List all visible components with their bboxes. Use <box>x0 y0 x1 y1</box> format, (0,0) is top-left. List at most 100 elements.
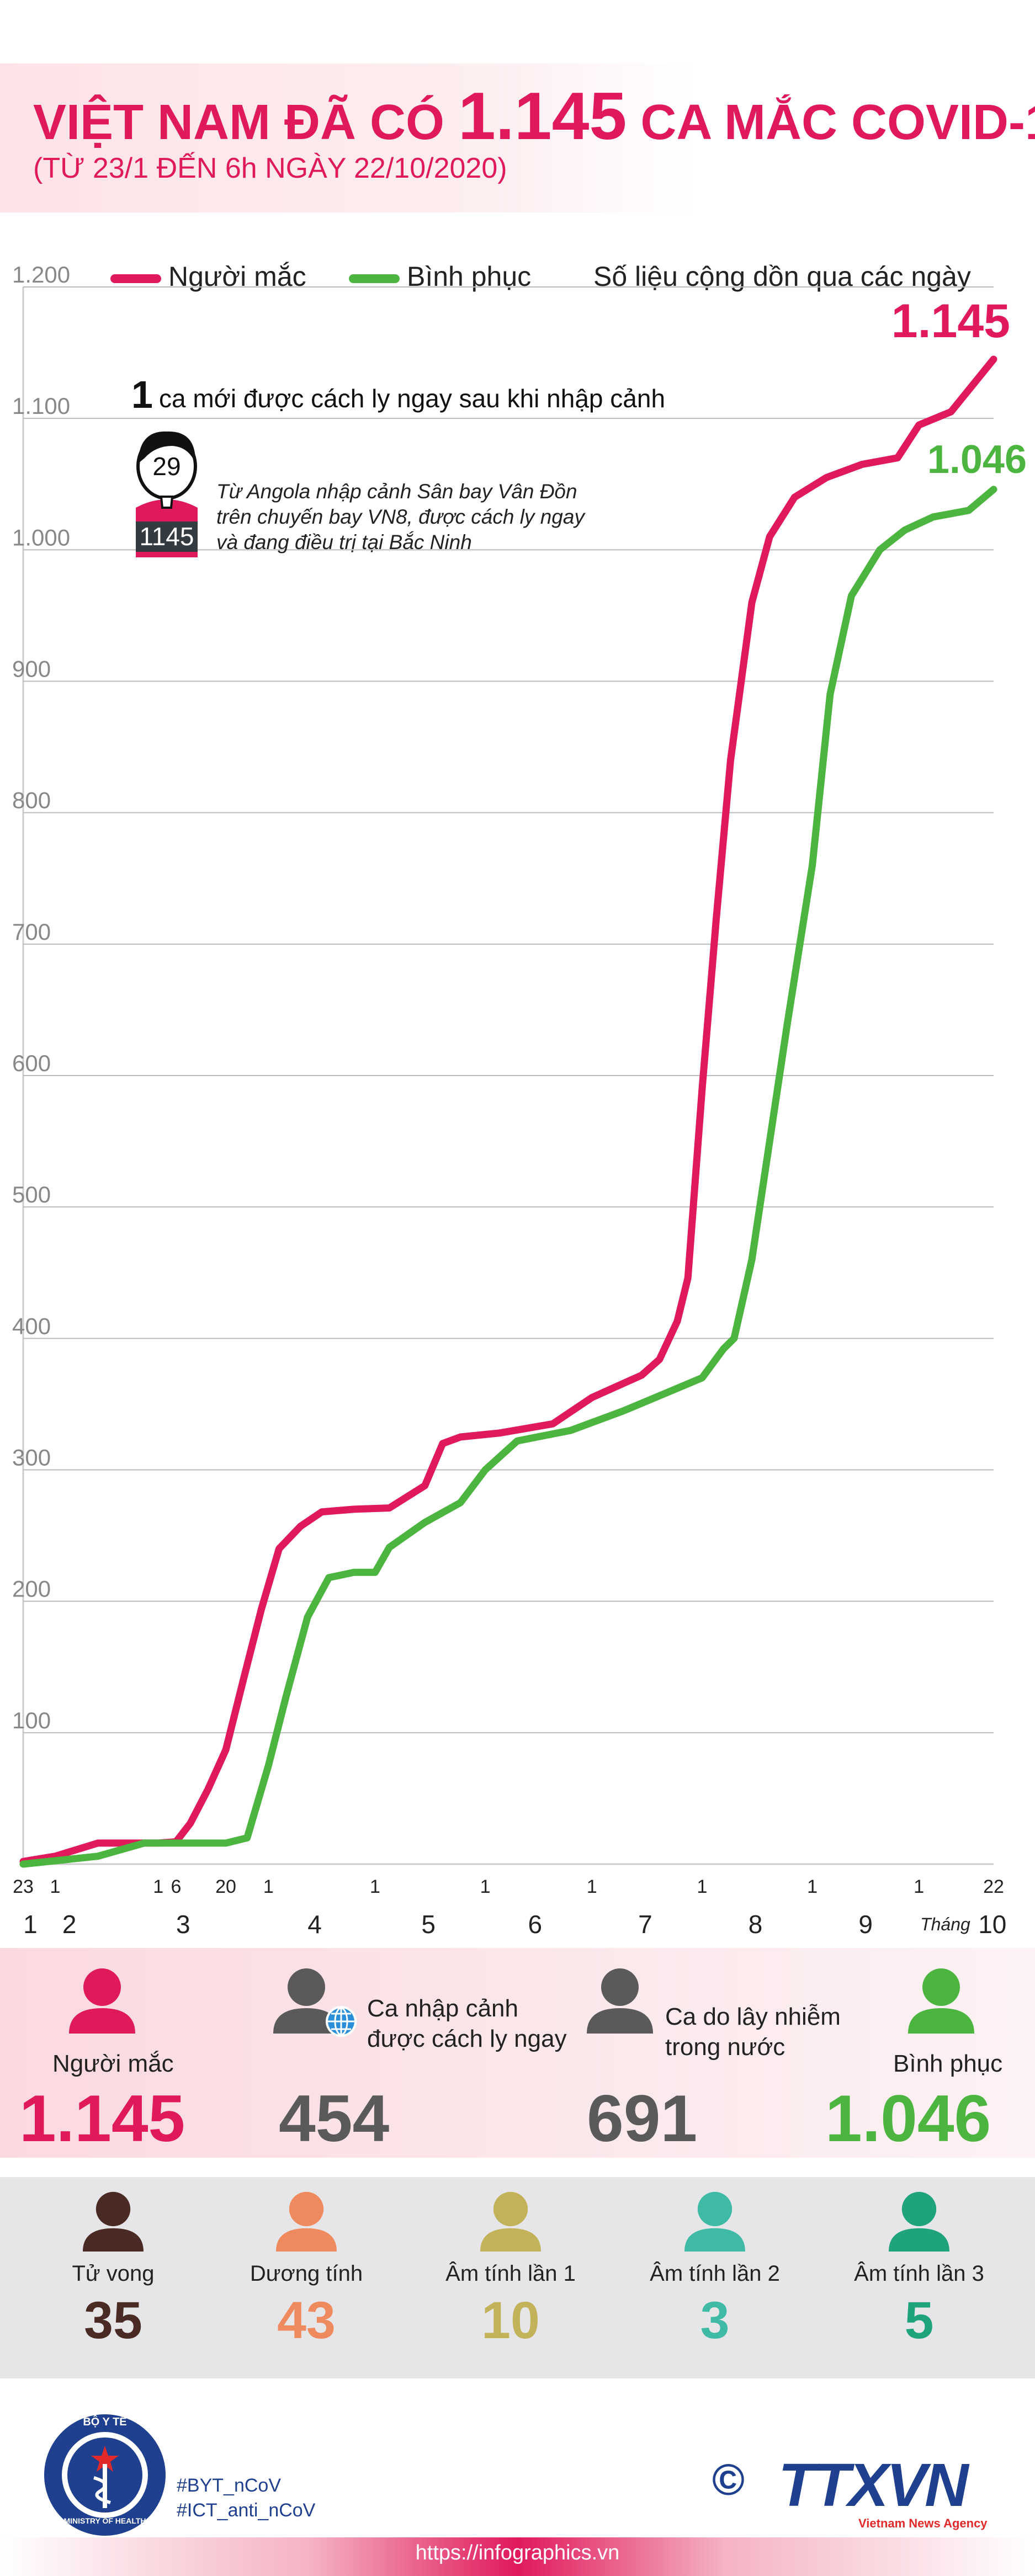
y-tick-label: 700 <box>12 919 51 945</box>
annotation-detail: Từ Angola nhập cảnh Sân bay Vân Đồn trên… <box>216 479 585 555</box>
infected-series-end-label: 1.145 <box>891 295 1010 348</box>
imported-person-icon <box>273 1968 357 2037</box>
y-tick-label: 900 <box>12 656 51 682</box>
x-day-label: 1 <box>807 1876 818 1897</box>
x-day-label: 6 <box>171 1876 181 1897</box>
source-url[interactable]: https://infographics.vn <box>415 2541 620 2564</box>
y-tick-label: 600 <box>12 1050 51 1076</box>
neg3-value: 5 <box>904 2291 934 2350</box>
x-day-label: 1 <box>370 1876 380 1897</box>
neg2-value: 3 <box>700 2291 730 2350</box>
y-tick-label: 800 <box>12 787 51 813</box>
x-day-label: 22 <box>983 1876 1004 1897</box>
hashtag-byt: #BYT_nCoV <box>177 2475 281 2496</box>
page-subtitle: (TỪ 23/1 ĐẾN 6h NGÀY 22/10/2020) <box>33 152 507 184</box>
copyright-mark: © <box>712 2455 745 2504</box>
y-tick-label: 100 <box>12 1707 51 1733</box>
x-day-label: 1 <box>153 1876 163 1897</box>
x-month-label: 4 <box>307 1910 322 1939</box>
annotation-count: 1 <box>131 373 153 416</box>
neg2-person-icon <box>684 2191 745 2252</box>
x-month-label: 8 <box>749 1910 763 1939</box>
x-month-label: 1 <box>23 1910 38 1939</box>
cumulative-line-chart: 100 200 300 400 500 600 700 800 900 1.000 1.100 1.2… <box>12 262 1027 1939</box>
neg1-label: Âm tính lần 1 <box>445 2261 576 2286</box>
deceased-label: Tử vong <box>72 2261 155 2286</box>
imported-label-line-1: Ca nhập cảnh <box>367 1995 518 2022</box>
x-month-label: 7 <box>638 1910 652 1939</box>
patient-age: 29 <box>152 452 181 481</box>
neg3-label: Âm tính lần 3 <box>854 2261 984 2286</box>
y-tick-label: 1.100 <box>12 393 70 419</box>
infected-person-icon <box>69 1968 135 2034</box>
positive-label: Dương tính <box>250 2261 363 2286</box>
recovered-series-end-label: 1.046 <box>927 438 1027 482</box>
domestic-label-line-2: trong nước <box>665 2034 785 2061</box>
deceased-value: 35 <box>84 2291 142 2350</box>
infected-series-line <box>19 355 997 1865</box>
domestic-label-line-1: Ca do lây nhiễm <box>665 2003 841 2030</box>
recovered-person-icon <box>908 1968 974 2034</box>
ministry-logo <box>44 2414 166 2536</box>
y-tick-label: 200 <box>12 1576 51 1602</box>
title-number: 1.145 <box>458 78 627 153</box>
infected-label: Người mắc <box>52 2050 174 2077</box>
x-month-label: 2 <box>62 1910 77 1939</box>
x-day-label: 1 <box>263 1876 274 1897</box>
deceased-status: Tử vong 35 <box>39 2191 188 2367</box>
header-banner <box>0 63 696 212</box>
neg1-value: 10 <box>481 2291 540 2350</box>
y-tick-label: 1.200 <box>12 262 70 288</box>
x-month-label: 3 <box>176 1910 190 1939</box>
recovered-label: Bình phục <box>893 2050 1003 2077</box>
ministry-name: BỘ Y TẾ <box>83 2416 127 2428</box>
page-title: VIỆT NAM ĐÃ CÓ 1.145 CA MẮC COVID-19 <box>33 77 1035 155</box>
agency-subtitle: Vietnam News Agency <box>858 2516 988 2530</box>
domestic-person-icon <box>587 1968 653 2034</box>
positive-person-icon <box>276 2191 337 2252</box>
x-month-prefix: Tháng <box>920 1914 970 1934</box>
imported-label-line-2: được cách ly ngay <box>367 2025 567 2052</box>
patient-id: 1145 <box>139 522 194 551</box>
imported-value: 454 <box>279 2082 390 2155</box>
x-month-label: 5 <box>421 1910 436 1939</box>
y-tick-label: 1.000 <box>12 524 70 550</box>
domestic-value: 691 <box>587 2082 698 2155</box>
neg2-status: Âm tính lần 2 3 <box>640 2191 789 2367</box>
annotation-headline: ca mới được cách ly ngay sau khi nhập cả… <box>159 384 666 413</box>
title-prefix: VIỆT NAM ĐÃ CÓ <box>33 95 445 150</box>
positive-value: 43 <box>277 2291 336 2350</box>
agency-logo: TTXVN <box>778 2451 969 2519</box>
x-day-label: 23 <box>13 1876 34 1897</box>
x-day-label: 1 <box>587 1876 597 1897</box>
neg3-status: Âm tính lần 3 5 <box>845 2191 994 2367</box>
x-day-label: 1 <box>480 1876 491 1897</box>
annotation-detail-line-2: trên chuyến bay VN8, được cách ly ngay <box>216 505 585 528</box>
y-tick-label: 400 <box>12 1313 51 1339</box>
neg2-label: Âm tính lần 2 <box>650 2261 780 2286</box>
patient-icon <box>136 431 198 557</box>
recovered-series-line <box>19 486 997 1868</box>
annotation-detail-line-1: Từ Angola nhập cảnh Sân bay Vân Đồn <box>216 480 577 503</box>
infected-value: 1.145 <box>19 2082 185 2155</box>
neg1-person-icon <box>480 2191 541 2252</box>
url-bar <box>0 2537 1035 2576</box>
annotation-detail-line-3: và đang điều trị tại Bắc Ninh <box>216 531 472 553</box>
title-suffix: CA MẮC COVID-19 <box>640 95 1035 150</box>
legend-infected-swatch <box>110 274 161 283</box>
x-day-label: 1 <box>914 1876 924 1897</box>
legend-recovered-swatch <box>349 274 400 283</box>
hashtag-ict: #ICT_anti_nCoV <box>177 2500 316 2521</box>
x-month-label: 6 <box>528 1910 542 1939</box>
neg1-status: Âm tính lần 1 10 <box>436 2191 585 2367</box>
ministry-name-en: MINISTRY OF HEALTH <box>63 2516 146 2525</box>
positive-status: Dương tính 43 <box>232 2191 381 2367</box>
x-month-label: 10 <box>978 1910 1006 1939</box>
y-tick-label: 500 <box>12 1181 51 1207</box>
y-tick-label: 300 <box>12 1445 51 1471</box>
x-day-label: 1 <box>50 1876 60 1897</box>
neg3-person-icon <box>889 2191 949 2252</box>
x-day-label: 20 <box>215 1876 236 1897</box>
x-day-label: 1 <box>697 1876 707 1897</box>
recovered-value: 1.046 <box>825 2082 991 2155</box>
